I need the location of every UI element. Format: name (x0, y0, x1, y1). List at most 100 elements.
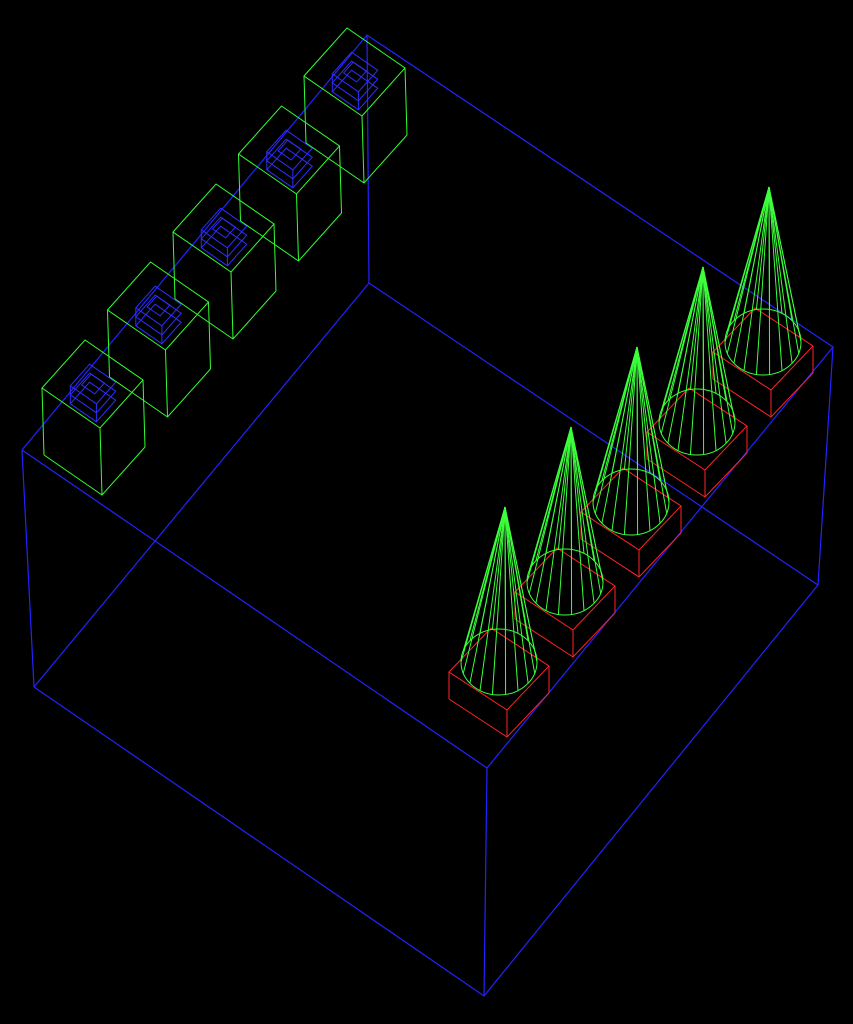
cone-generator-line (479, 506, 506, 634)
cone[interactable] (460, 506, 538, 696)
container-box-wireframe (21, 34, 834, 997)
cone-generator-line (660, 266, 704, 411)
blue-module-layer (331, 60, 379, 102)
blue-module-layer (135, 285, 182, 327)
cone[interactable] (592, 346, 670, 536)
red-base[interactable] (712, 307, 814, 418)
cone-generator-line (545, 426, 572, 611)
cone-generator-line (545, 426, 572, 554)
cone-generator-line (504, 506, 529, 641)
blue-module-core (277, 139, 302, 161)
cone-generator-line (702, 266, 727, 401)
cone-row (448, 186, 814, 738)
red-base-bottom (448, 692, 550, 738)
cone-generator-line (504, 506, 507, 630)
blue-module-layer (331, 51, 379, 93)
cone-generator-line (702, 266, 727, 444)
green-box-edge (273, 223, 277, 292)
cone-generator-line (768, 186, 771, 310)
cone-generator-line (636, 346, 651, 531)
red-base-bottom (646, 452, 748, 498)
blue-module (200, 207, 248, 267)
cone-generator-line (611, 346, 638, 531)
cone-generator-line (504, 506, 536, 651)
blue-module-layer (266, 138, 313, 180)
cone-generator-line (570, 426, 585, 554)
cone-generator-line (491, 506, 506, 695)
cone-generator-line (755, 186, 770, 375)
blue-module-core (211, 217, 237, 239)
green-box[interactable] (237, 105, 342, 262)
cone-generator-line (667, 266, 704, 401)
blue-module (266, 129, 313, 189)
blue-module-layer (200, 225, 248, 267)
blue-module-layer (200, 207, 248, 249)
cone-generator-line (469, 506, 506, 641)
green-box-edge (142, 379, 146, 448)
cone-generator-line (594, 346, 638, 491)
red-base[interactable] (580, 467, 682, 578)
cone-generator-line (491, 506, 506, 630)
cone-generator-line (677, 266, 704, 451)
cone-generator-line (768, 186, 793, 364)
cone-generator-line (743, 186, 770, 371)
green-box-edge (208, 301, 211, 370)
cone-generator-line (570, 426, 585, 611)
cone-generator-line (768, 186, 800, 331)
cone-generator-line (743, 186, 770, 314)
cone-generator-line (726, 186, 770, 331)
green-box-bottom (174, 290, 277, 340)
green-box[interactable] (303, 27, 408, 184)
cone-generator-line (768, 186, 783, 314)
blue-module-layer (200, 216, 248, 258)
cone-generator-line (535, 426, 572, 561)
cone-generator-line (557, 426, 572, 550)
cone-generator-line (677, 266, 704, 394)
cone-generator-line (636, 346, 668, 491)
green-box[interactable] (106, 261, 211, 418)
cone-generator-line (702, 266, 717, 451)
red-base[interactable] (514, 547, 616, 658)
blue-module-layer (69, 363, 117, 405)
blue-module-layer (266, 147, 313, 189)
cone-generator-line (462, 506, 506, 651)
red-base[interactable] (646, 387, 748, 498)
cone-generator-line (636, 346, 651, 474)
red-base-bottom (712, 372, 814, 418)
container-back-edges (33, 282, 819, 688)
cone-generator-line (479, 506, 506, 691)
green-box-bottom (43, 446, 146, 496)
cone[interactable] (724, 186, 802, 376)
blue-module (331, 51, 379, 111)
green-box-bottom (305, 134, 408, 184)
green-box[interactable] (41, 339, 146, 496)
cone-generator-line (611, 346, 638, 474)
green-box-edge (238, 153, 241, 222)
blue-module-layer (331, 69, 379, 111)
container-bottom-rim (33, 584, 819, 997)
cone-generator-line (623, 346, 638, 470)
green-box-edge (361, 115, 365, 184)
green-box[interactable] (172, 183, 277, 340)
blue-module (69, 363, 117, 423)
blue-module-layer (266, 129, 313, 171)
blue-module-core (146, 295, 171, 317)
blue-module-layer (135, 294, 182, 336)
green-box-edge (107, 309, 110, 378)
cone-generator-line (768, 186, 783, 371)
container-back-vertical (366, 34, 370, 284)
cone-generator-line (570, 426, 595, 604)
green-box-row (41, 27, 408, 496)
green-box-edge (303, 75, 307, 144)
green-box-edge (165, 349, 168, 418)
container-edge-right (817, 346, 834, 586)
blue-module-core (80, 373, 106, 395)
red-base[interactable] (448, 627, 550, 738)
cone-generator-line (768, 186, 793, 321)
cone-generator-line (623, 346, 638, 535)
green-box-edge (41, 387, 45, 456)
cone[interactable] (526, 426, 604, 616)
cone[interactable] (658, 266, 736, 456)
